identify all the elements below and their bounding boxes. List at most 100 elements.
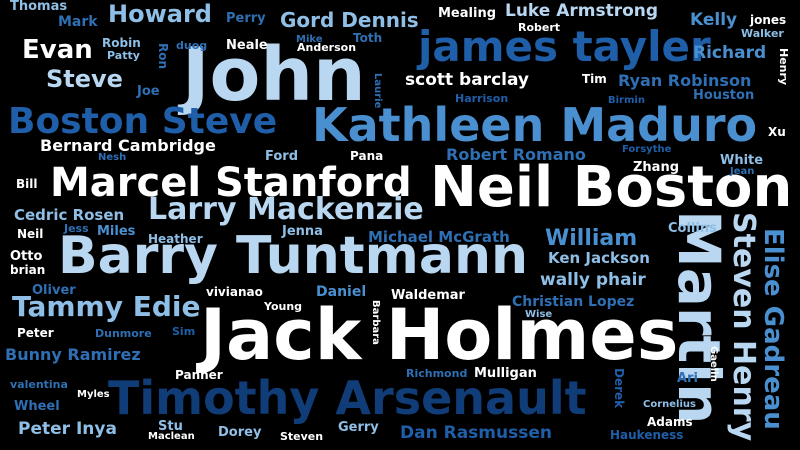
word-cloud-word: Neale bbox=[226, 38, 268, 53]
word-cloud-word: Peter bbox=[17, 326, 54, 340]
word-cloud-word: Sim bbox=[172, 325, 196, 338]
word-cloud-word: duog bbox=[176, 39, 208, 52]
word-cloud-word: Wise bbox=[525, 309, 553, 320]
word-cloud-word: Collins bbox=[668, 221, 717, 236]
word-cloud-word: Martin bbox=[665, 210, 733, 425]
word-cloud-word: Walker bbox=[741, 27, 784, 40]
word-cloud-word: Heather bbox=[148, 232, 203, 246]
word-cloud-word: Harrison bbox=[455, 92, 509, 105]
word-cloud-word: Maclean bbox=[148, 431, 195, 442]
word-cloud-word: Bunny Ramirez bbox=[5, 345, 141, 364]
word-cloud-word: Cedric Rosen bbox=[14, 206, 125, 224]
word-cloud-word: Stu bbox=[158, 419, 183, 434]
word-cloud-word: Robert bbox=[518, 21, 561, 34]
word-cloud-word: Luke Armstrong bbox=[505, 1, 659, 21]
word-cloud-word: Perry bbox=[226, 11, 266, 26]
word-cloud-word: Boston Steve bbox=[8, 101, 278, 142]
word-cloud-word: james tayler bbox=[418, 22, 711, 71]
word-cloud-word: Patty bbox=[107, 49, 140, 62]
word-cloud-word: Young bbox=[264, 300, 303, 313]
word-cloud-word: Adams bbox=[647, 415, 693, 429]
word-cloud-word: Daniel bbox=[316, 284, 367, 300]
word-cloud-word: Otto bbox=[10, 249, 43, 264]
word-cloud-word: Myles bbox=[77, 389, 110, 400]
word-cloud-word: Richmond bbox=[406, 367, 468, 380]
word-cloud-word: jones bbox=[750, 13, 787, 27]
word-cloud-word: Neil bbox=[17, 227, 44, 241]
word-cloud-word: Larry Mackenzie bbox=[148, 192, 424, 227]
word-cloud-word: Toth bbox=[353, 31, 383, 45]
word-cloud-word: Steve bbox=[46, 65, 123, 93]
word-cloud-word: Henry bbox=[777, 48, 790, 86]
word-cloud-word: Richard bbox=[693, 43, 767, 63]
word-cloud-word: Howard bbox=[108, 0, 212, 28]
word-cloud-word: Mark bbox=[58, 14, 98, 30]
word-cloud-word: John bbox=[182, 32, 366, 118]
word-cloud-word: Barbara bbox=[370, 300, 381, 345]
word-cloud-word: Jack Holmes bbox=[200, 294, 679, 376]
word-cloud-word: Xu bbox=[768, 125, 786, 139]
word-cloud-word: Thomas bbox=[10, 0, 68, 14]
word-cloud-word: Bill bbox=[16, 177, 38, 191]
word-cloud-word: Jess bbox=[64, 222, 89, 235]
word-cloud-word: Jean bbox=[730, 166, 755, 177]
word-cloud-word: valentina bbox=[10, 378, 68, 391]
word-cloud-word: Peter Inya bbox=[18, 419, 117, 439]
word-cloud-word: Michael McGrath bbox=[368, 228, 510, 246]
word-cloud-word: Barry Tuntmann bbox=[58, 226, 528, 286]
word-cloud-word: Houston bbox=[693, 88, 755, 103]
word-cloud-word: Panner bbox=[175, 368, 223, 382]
word-cloud-word: Kelly bbox=[690, 10, 738, 30]
word-cloud-word: Nesh bbox=[98, 152, 127, 163]
word-cloud-word: Steven bbox=[280, 430, 324, 443]
word-cloud-word: Elise Gadreau bbox=[758, 228, 788, 430]
word-cloud-word: Dunmore bbox=[95, 327, 152, 340]
word-cloud-word: Oliver bbox=[32, 283, 76, 298]
word-cloud-word: Christian Lopez bbox=[512, 294, 635, 310]
word-cloud-word: Timothy Arsenault bbox=[108, 371, 587, 425]
word-cloud-word: vivianao bbox=[206, 285, 263, 299]
word-cloud-word: Bernard Cambridge bbox=[40, 136, 216, 155]
word-cloud-word: White bbox=[720, 153, 764, 168]
word-cloud-word: Ron bbox=[156, 43, 170, 70]
word-cloud-word: Dan Rasmussen bbox=[400, 423, 552, 443]
word-cloud-word: Waldemar bbox=[391, 288, 465, 303]
word-cloud-word: Neil Boston bbox=[430, 155, 793, 220]
word-cloud-word: scott barclay bbox=[405, 70, 530, 90]
word-cloud-word: Jenna bbox=[282, 224, 323, 239]
word-cloud-word: Miles bbox=[97, 224, 136, 239]
word-cloud-word: Haukeness bbox=[610, 428, 684, 442]
word-cloud-word: Forsythe bbox=[622, 144, 672, 155]
word-cloud-word: Tim bbox=[582, 72, 607, 86]
word-cloud-word: Birmin bbox=[608, 95, 645, 106]
word-cloud-word: Robert Romano bbox=[446, 145, 586, 164]
word-cloud-word: Joe bbox=[137, 84, 160, 99]
word-cloud-word: Tammy Edie bbox=[12, 290, 201, 323]
word-cloud-word: Steven Henry bbox=[726, 212, 761, 442]
word-cloud-word: Dorey bbox=[218, 425, 262, 440]
word-cloud-word: Ari bbox=[677, 371, 698, 386]
word-cloud-word: Marcel Stanford bbox=[50, 160, 412, 206]
word-cloud-word: Mealing bbox=[438, 6, 496, 21]
word-cloud-word: Gerry bbox=[338, 420, 379, 435]
word-cloud-word: Pana bbox=[350, 149, 384, 163]
word-cloud-word: Kathleen Maduro bbox=[312, 98, 758, 152]
word-cloud-word: Ryan Robinson bbox=[618, 71, 752, 90]
word-cloud-word: Ford bbox=[265, 149, 299, 164]
word-cloud-word: Ken Jackson bbox=[548, 249, 650, 267]
word-cloud-word: Evan bbox=[22, 35, 93, 65]
word-cloud-word: Cornelius bbox=[643, 399, 696, 410]
word-cloud-word: Laurie bbox=[372, 73, 383, 109]
word-cloud-word: Gaelin bbox=[708, 346, 719, 382]
word-cloud-word: Wheel bbox=[14, 399, 60, 414]
word-cloud-word: Mulligan bbox=[474, 366, 537, 381]
word-cloud-word: Robin bbox=[102, 36, 141, 50]
word-cloud-word: Derek bbox=[612, 368, 626, 409]
word-cloud-word: William bbox=[545, 226, 638, 251]
word-cloud-word: brian bbox=[10, 263, 46, 277]
word-cloud-word: Gord Dennis bbox=[280, 8, 419, 32]
word-cloud-word: Anderson bbox=[297, 41, 357, 54]
word-cloud-word: Zhang bbox=[633, 160, 680, 175]
word-cloud-word: Mike bbox=[296, 34, 323, 45]
